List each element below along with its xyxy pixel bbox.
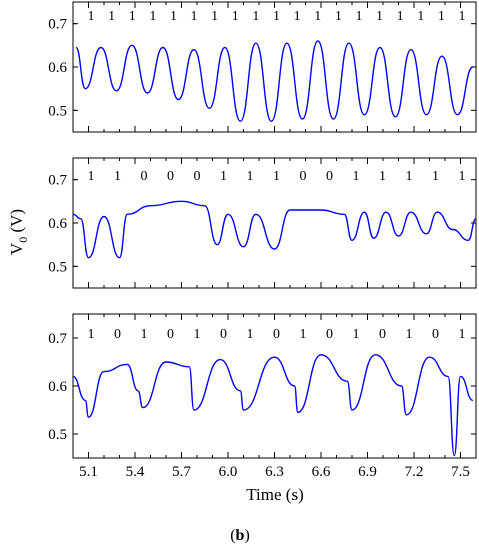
x-tick-label: 6.9 (358, 464, 377, 480)
bit-label: 1 (141, 327, 148, 342)
bit-label: 1 (459, 169, 466, 184)
figure-caption: (b) (230, 527, 250, 544)
bit-label: 0 (194, 169, 201, 184)
bit-label: 1 (376, 9, 383, 24)
bit-label: 0 (273, 327, 280, 342)
bit-label: 0 (432, 327, 439, 342)
y-tick-label: 0.6 (48, 60, 67, 76)
y-tick-label: 0.5 (48, 103, 67, 119)
y-axis-title: V0 (V) (7, 209, 30, 255)
x-tick-label: 5.4 (126, 464, 145, 480)
bit-label: 1 (353, 327, 360, 342)
x-tick-label: 5.7 (172, 464, 191, 480)
bit-label: 1 (232, 9, 239, 24)
bit-label: 1 (252, 9, 259, 24)
traces-layer (72, 40, 477, 457)
bit-label: 0 (220, 327, 227, 342)
bit-label: 0 (326, 169, 333, 184)
bit-label: 1 (88, 327, 95, 342)
y-tick-label: 0.7 (48, 331, 67, 347)
bit-label: 1 (438, 9, 445, 24)
bit-label: 1 (247, 169, 254, 184)
bit-label: 1 (314, 9, 321, 24)
bit-label: 1 (335, 9, 342, 24)
x-tick-label: 7.5 (451, 464, 470, 480)
bit-label: 1 (114, 169, 121, 184)
bit-label: 1 (194, 327, 201, 342)
voltage-trace (75, 40, 474, 122)
bit-label: 0 (141, 169, 148, 184)
bit-label: 1 (88, 169, 95, 184)
bit-label: 0 (300, 169, 307, 184)
x-tick-label: 5.1 (79, 464, 98, 480)
bit-label: 0 (167, 327, 174, 342)
bit-label: 1 (129, 9, 136, 24)
bit-label: 1 (247, 327, 254, 342)
bit-label: 1 (417, 9, 424, 24)
bit-label: 1 (459, 9, 466, 24)
bit-label: 0 (379, 327, 386, 342)
y-tick-label: 0.5 (48, 427, 67, 443)
bit-label: 1 (355, 9, 362, 24)
voltage-trace (72, 354, 474, 457)
y-tick-label: 0.6 (48, 216, 67, 232)
bit-label: 1 (170, 9, 177, 24)
bit-label: 1 (300, 327, 307, 342)
bit-label: 0 (114, 327, 121, 342)
bit-label: 1 (406, 327, 413, 342)
bit-label: 1 (379, 169, 386, 184)
y-tick-label: 0.7 (48, 17, 67, 33)
y-tick-label: 0.5 (48, 259, 67, 275)
labels-layer: 0.50.60.71 1 1 1 1 1 1 1 1 1 1 1 1 1 1 1 1 1 10.50.60.7 1 1 0… (48, 9, 470, 480)
bit-label: 1 (273, 169, 280, 184)
x-tick-label: 6.3 (265, 464, 284, 480)
x-axis-title: Time (s) (246, 485, 303, 504)
voltage-trace (72, 200, 477, 259)
x-tick-label: 7.2 (405, 464, 424, 480)
x-tick-label: 6.6 (312, 464, 331, 480)
ticks-layer (73, 2, 476, 458)
bit-label: 1 (108, 9, 115, 24)
bit-label: 1 (397, 9, 404, 24)
y-tick-label: 0.6 (48, 379, 67, 395)
bit-label: 1 (459, 327, 466, 342)
bit-label: 1 (220, 169, 227, 184)
bit-label: 0 (326, 327, 333, 342)
bit-label: 0 (167, 169, 174, 184)
bit-label: 1 (353, 169, 360, 184)
bit-label: 1 (432, 169, 439, 184)
bit-label: 1 (211, 9, 218, 24)
x-tick-label: 6.0 (219, 464, 238, 480)
bit-label: 1 (273, 9, 280, 24)
bit-label: 1 (294, 9, 301, 24)
bit-label: 1 (406, 169, 413, 184)
bit-label: 1 (88, 9, 95, 24)
bit-label: 1 (149, 9, 156, 24)
bit-label: 1 (191, 9, 198, 24)
y-tick-label: 0.7 (48, 173, 67, 189)
